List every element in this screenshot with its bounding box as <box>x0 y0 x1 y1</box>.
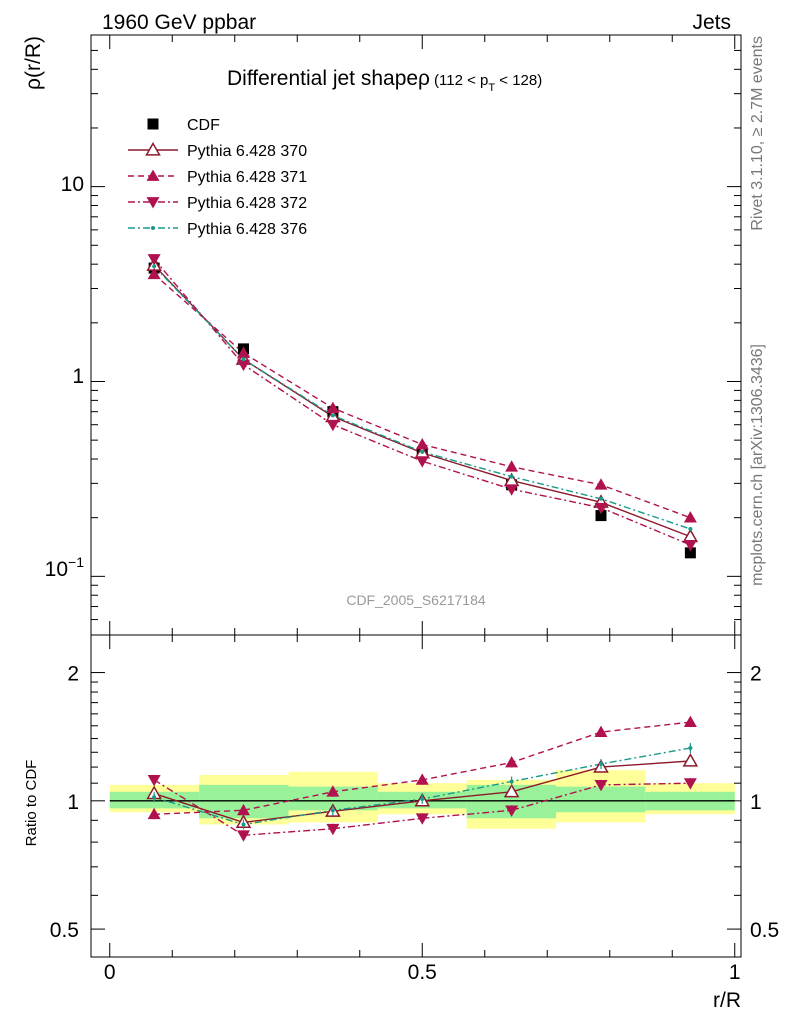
main-point-series-4-3 <box>420 449 425 454</box>
y-tick-label-0.1: 10−1 <box>45 554 85 581</box>
chart-title-main: Differential jet shapeρ <box>227 67 430 90</box>
main-panel: 10 1 10−1 ρ(r/R) Differential jet shapeρ… <box>22 34 742 636</box>
main-line-series-1 <box>153 264 691 538</box>
y-tick-label-0.1-exponent: −1 <box>68 554 84 570</box>
legend-marker-2 <box>146 169 160 181</box>
y-tick-label-10: 10 <box>61 173 84 196</box>
ratio-y-tick-label-0: 0.5 <box>50 919 79 942</box>
watermark: CDF_2005_S6217184 <box>346 592 486 608</box>
main-point-series-0-5 <box>595 510 607 522</box>
ratio-y-axis-label: Ratio to CDF <box>23 760 40 847</box>
main-point-series-3-3 <box>415 456 429 468</box>
header-left: 1960 GeV ppbar <box>102 11 256 34</box>
legend-marker-1 <box>145 141 161 156</box>
ratio-point-1-6 <box>683 715 697 728</box>
legend-label-0: CDF <box>187 117 220 134</box>
chart-title-sub-open: (112 < p <box>434 72 488 89</box>
main-point-series-3-5 <box>594 502 608 515</box>
ratio-point-2-4 <box>505 805 519 817</box>
ratio-point-2-0 <box>147 774 161 787</box>
ratio-y-tick-label-1: 1 <box>67 791 79 814</box>
ratio-point-1-5 <box>594 725 608 737</box>
main-point-series-2-1 <box>237 346 250 358</box>
ratio-band-inner-2 <box>288 786 378 811</box>
main-y-axis-label: ρ(r/R) <box>22 36 45 90</box>
chart-title-sub-subscript: T <box>488 82 495 94</box>
y-tick-label-1: 1 <box>72 365 84 388</box>
x-tick-label-1: 0.5 <box>408 961 437 984</box>
main-point-series-2-6 <box>683 511 697 523</box>
ratio-point-1-3 <box>415 773 429 785</box>
main-point-series-4-1 <box>241 357 246 362</box>
ratio-y-tick-label-right-2: 2 <box>750 663 762 686</box>
ratio-point-1-2 <box>326 785 340 797</box>
main-point-series-4-5 <box>599 496 603 501</box>
ratio-point-0-6 <box>682 753 699 767</box>
ratio-point-3-1 <box>241 822 246 827</box>
legend-label-2: Pythia 6.428 371 <box>187 169 307 186</box>
ratio-band-inner-5 <box>556 786 646 813</box>
ratio-point-2-3 <box>415 813 429 825</box>
x-tick-label-2: 1 <box>729 961 741 984</box>
side-text-mcplots: mcplots.cern.ch [arXiv:1306.3436] <box>749 344 766 586</box>
legend: CDF Pythia 6.428 370 Pythia 6.428 371 Pythi… <box>128 117 307 238</box>
ratio-y-tick-label-right-0: 0.5 <box>750 919 779 942</box>
ratio-y-tick-label-2: 2 <box>67 663 79 686</box>
ratio-point-1-0 <box>147 807 161 820</box>
legend-marker-0 <box>147 118 159 130</box>
main-line-series-2 <box>153 273 691 519</box>
ratio-point-1-4 <box>505 756 519 768</box>
main-point-series-4-2 <box>330 413 335 418</box>
legend-marker-3 <box>146 197 160 209</box>
y-tick-label-0.1-base: 10 <box>45 558 68 581</box>
ratio-point-3-2 <box>330 808 335 813</box>
main-point-series-3-4 <box>505 484 519 496</box>
main-point-series-2-3 <box>415 437 429 450</box>
ratio-point-3-0 <box>152 795 157 800</box>
main-point-series-3-0 <box>147 254 161 266</box>
ratio-point-3-6 <box>688 746 693 751</box>
main-point-series-3-1 <box>237 359 250 372</box>
main-line-series-4 <box>153 265 691 530</box>
main-point-series-3-6 <box>683 540 697 552</box>
ratio-point-2-5 <box>594 779 608 792</box>
legend-label-4: Pythia 6.428 376 <box>187 221 307 238</box>
ratio-frame <box>90 634 742 958</box>
header-right: Jets <box>692 11 731 34</box>
main-point-series-0-6 <box>684 547 696 559</box>
main-point-series-2-2 <box>326 401 340 413</box>
main-point-series-2-5 <box>594 478 608 490</box>
ratio-point-3-3 <box>420 796 425 801</box>
ratio-point-1-1 <box>237 803 250 816</box>
main-point-series-4-6 <box>688 526 693 531</box>
side-text-rivet: Rivet 3.1.10, ≥ 2.7M events <box>749 36 766 231</box>
ratio-point-3-5 <box>599 762 603 767</box>
ratio-y-tick-label-right-1: 1 <box>750 791 762 814</box>
main-point-series-1-6 <box>682 528 699 543</box>
legend-label-3: Pythia 6.428 372 <box>187 195 307 212</box>
ratio-panel: 0.5 0.5 1 1 2 2 0 0.5 1 Ratio to CDF r/R <box>23 634 779 1012</box>
ratio-point-2-2 <box>326 823 340 836</box>
main-point-series-4-0 <box>152 264 157 269</box>
main-point-series-4-4 <box>509 474 514 479</box>
ratio-point-0-4 <box>503 783 520 798</box>
x-axis-label: r/R <box>713 989 741 1012</box>
main-point-series-3-2 <box>326 419 340 432</box>
main-point-series-2-0 <box>147 267 161 280</box>
chart-title-sub: (112 < pT < 128) <box>434 72 542 94</box>
main-point-series-2-4 <box>505 460 519 472</box>
ratio-point-3-4 <box>509 779 514 784</box>
chart-title: Differential jet shapeρ (112 < pT < 128) <box>227 67 542 94</box>
legend-label-1: Pythia 6.428 370 <box>187 143 307 160</box>
chart-title-sub-close: < 128) <box>495 72 542 89</box>
legend-marker-4 <box>151 226 155 230</box>
ratio-point-2-6 <box>683 778 697 790</box>
ratio-point-2-1 <box>237 830 250 842</box>
x-tick-label-0: 0 <box>104 961 116 984</box>
